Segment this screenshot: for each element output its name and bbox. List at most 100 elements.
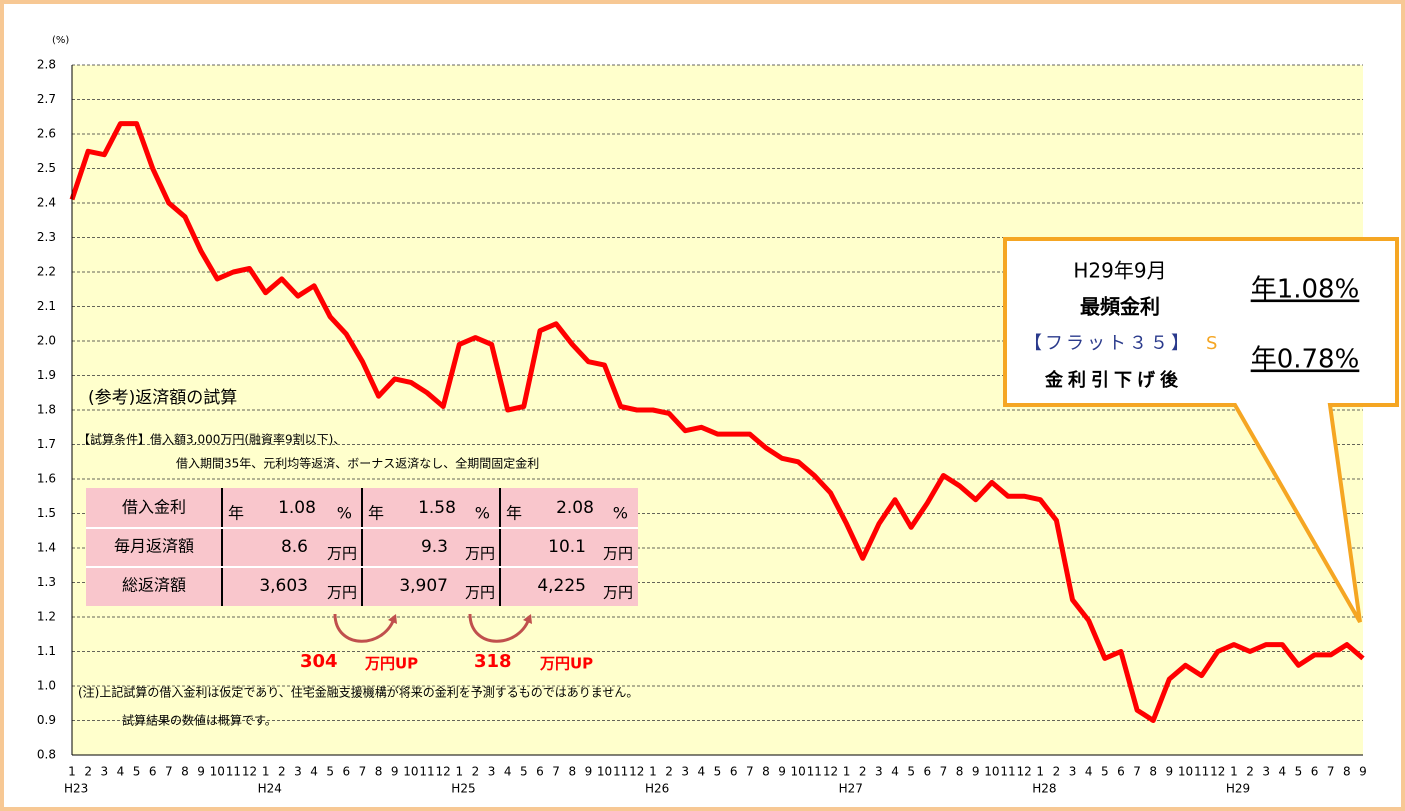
x-tick-label: 1 bbox=[1036, 765, 1044, 779]
table-cell-unit: 万円 bbox=[327, 545, 357, 563]
table-cell-unit: % bbox=[475, 504, 490, 523]
table-cell-value: 3,603 bbox=[259, 576, 308, 596]
x-tick-label: 12 bbox=[242, 765, 257, 779]
x-tick-label: 10 bbox=[984, 765, 999, 779]
x-tick-label: 6 bbox=[1311, 765, 1319, 779]
y-tick-label: 1.2 bbox=[37, 610, 56, 624]
x-tick-label: 11 bbox=[807, 765, 822, 779]
x-tick-label: 8 bbox=[1343, 765, 1351, 779]
diff-arrowhead bbox=[523, 614, 532, 624]
callout-rate: 年1.08% bbox=[1251, 275, 1360, 305]
x-tick-label: 7 bbox=[552, 765, 560, 779]
x-tick-label: 5 bbox=[326, 765, 334, 779]
x-tick-label: 5 bbox=[907, 765, 915, 779]
marks bbox=[69, 121, 1365, 723]
table-cell-unit: 万円 bbox=[603, 584, 633, 602]
x-year-label: H29 bbox=[1226, 782, 1250, 796]
x-tick-label: 5 bbox=[520, 765, 528, 779]
diff-amount: 304 bbox=[300, 651, 338, 672]
diff-unit: 万円UP bbox=[364, 655, 418, 673]
table-cell-value: 1.08 bbox=[278, 498, 316, 518]
y-tick-label: 1.0 bbox=[37, 679, 56, 693]
note: (注)上記試算の借入金利は仮定であり、住宅金融支援機構が将来の金利を予測するもの… bbox=[78, 685, 638, 700]
table-cell-unit: % bbox=[613, 504, 628, 523]
x-tick-label: 8 bbox=[568, 765, 576, 779]
x-tick-label: 1 bbox=[1230, 765, 1238, 779]
y-tick-label: 2.5 bbox=[37, 161, 56, 175]
x-year-label: H23 bbox=[64, 782, 88, 796]
x-tick-label: 8 bbox=[1149, 765, 1157, 779]
table-cell-value: 10.1 bbox=[548, 537, 586, 557]
table-cell-unit: 万円 bbox=[603, 545, 633, 563]
y-tick-label: 2.6 bbox=[37, 127, 56, 141]
y-tick-label: 1.4 bbox=[37, 541, 56, 555]
x-tick-label: 9 bbox=[391, 765, 399, 779]
x-tick-label: 3 bbox=[488, 765, 496, 779]
x-tick-label: 10 bbox=[1178, 765, 1193, 779]
x-tick-label: 3 bbox=[681, 765, 689, 779]
x-tick-label: 4 bbox=[698, 765, 706, 779]
y-tick-label: 1.6 bbox=[37, 472, 56, 486]
rate-line bbox=[69, 121, 1365, 723]
y-tick-label: 1.5 bbox=[37, 506, 56, 520]
y-tick-label: 2.7 bbox=[37, 92, 56, 106]
callout-product: 【フラット３５】 bbox=[1024, 333, 1192, 354]
table-cell-value: 3,907 bbox=[399, 576, 448, 596]
x-tick-label: 6 bbox=[149, 765, 157, 779]
x-tick-label: 4 bbox=[310, 765, 318, 779]
x-tick-label: 12 bbox=[1016, 765, 1031, 779]
table-cell-unit: 万円 bbox=[465, 545, 495, 563]
x-tick-label: 12 bbox=[1210, 765, 1225, 779]
table-row-label: 総返済額 bbox=[122, 576, 186, 595]
table-cell-value: 4,225 bbox=[537, 576, 586, 596]
x-tick-label: 10 bbox=[791, 765, 806, 779]
x-tick-label: 1 bbox=[455, 765, 463, 779]
x-tick-label: 6 bbox=[923, 765, 931, 779]
x-tick-label: 8 bbox=[762, 765, 770, 779]
x-tick-label: 12 bbox=[823, 765, 838, 779]
callout-box bbox=[1003, 237, 1399, 623]
reference: (参考)返済額の試算 【試算条件】借入額3,000万円(融資率9割以下)、 借入… bbox=[78, 388, 638, 728]
x-tick-label: 3 bbox=[1069, 765, 1077, 779]
x-tick-label: 8 bbox=[956, 765, 964, 779]
x-tick-label: 4 bbox=[504, 765, 512, 779]
callout-after: 金利引下げ後 bbox=[1044, 369, 1183, 391]
x-tick-label: 11 bbox=[613, 765, 628, 779]
y-tick-label: 2.2 bbox=[37, 265, 56, 279]
y-unit: (%) bbox=[52, 35, 69, 46]
x-tick-label: 11 bbox=[1000, 765, 1015, 779]
x-tick-label: 7 bbox=[1327, 765, 1335, 779]
table-cell-unit: % bbox=[337, 504, 352, 523]
ref-title: (参考)返済額の試算 bbox=[88, 388, 237, 408]
x-tick-label: 3 bbox=[294, 765, 302, 779]
x-tick-label: 9 bbox=[1359, 765, 1367, 779]
callout-rate-after: 年0.78% bbox=[1251, 345, 1360, 375]
x-tick-label: 2 bbox=[472, 765, 480, 779]
x-year-label: H26 bbox=[645, 782, 669, 796]
diff-amount: 318 bbox=[474, 651, 512, 672]
y-tick-label: 2.3 bbox=[37, 230, 56, 244]
x-tick-label: 4 bbox=[1085, 765, 1093, 779]
x-tick-label: 9 bbox=[197, 765, 205, 779]
x-tick-label: 1 bbox=[68, 765, 76, 779]
x-year-label: H25 bbox=[451, 782, 475, 796]
x-tick-label: 7 bbox=[359, 765, 367, 779]
callout-date: H29年9月 bbox=[1073, 259, 1166, 283]
y-tick-label: 2.1 bbox=[37, 299, 56, 313]
x-tick-label: 10 bbox=[597, 765, 612, 779]
x-tick-label: 6 bbox=[1117, 765, 1125, 779]
x-tick-label: 7 bbox=[165, 765, 173, 779]
x-tick-label: 12 bbox=[436, 765, 451, 779]
x-tick-label: 3 bbox=[1262, 765, 1270, 779]
x-tick-label: 2 bbox=[859, 765, 867, 779]
x-tick-label: 1 bbox=[843, 765, 851, 779]
diff-arrowhead bbox=[388, 614, 397, 624]
table-row-label: 毎月返済額 bbox=[114, 537, 194, 556]
y-tick-label: 2.4 bbox=[37, 196, 56, 210]
x-tick-label: 12 bbox=[629, 765, 644, 779]
x-tick-label: 1 bbox=[649, 765, 657, 779]
x-tick-label: 11 bbox=[1194, 765, 1209, 779]
x-tick-label: 7 bbox=[746, 765, 754, 779]
x-tick-label: 8 bbox=[375, 765, 383, 779]
